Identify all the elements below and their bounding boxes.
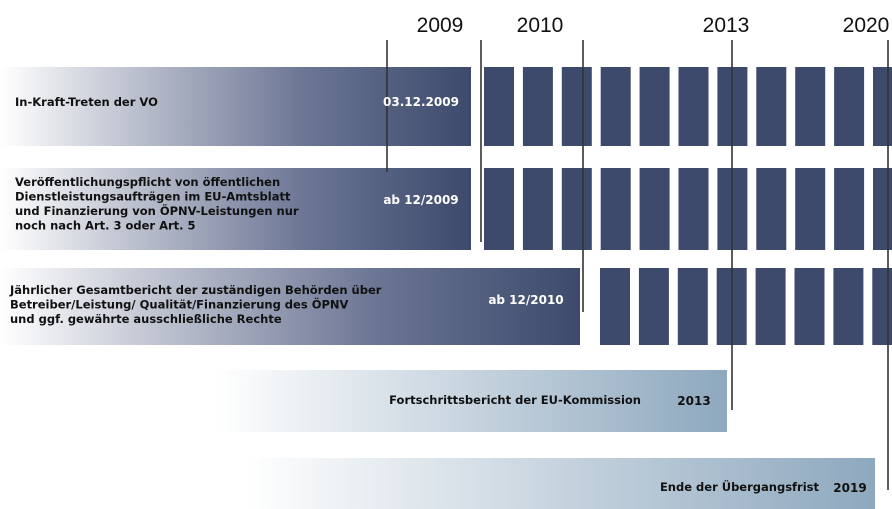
block bbox=[794, 268, 825, 345]
row-bar bbox=[215, 370, 727, 432]
bars bbox=[0, 67, 875, 509]
block bbox=[639, 168, 670, 250]
row-bar bbox=[0, 168, 471, 250]
block bbox=[756, 67, 787, 146]
block bbox=[795, 67, 826, 146]
date: 2013 bbox=[677, 394, 710, 408]
year-lines bbox=[386, 40, 889, 490]
year: 2020 bbox=[843, 14, 890, 37]
block bbox=[872, 268, 892, 345]
block bbox=[873, 67, 892, 146]
year: 2009 bbox=[417, 14, 464, 37]
date: ab 12/2009 bbox=[383, 193, 458, 207]
row-label: Veröffentlichungspflicht von öffentliche… bbox=[15, 175, 280, 189]
block bbox=[484, 168, 514, 250]
block bbox=[522, 168, 553, 250]
date: 2019 bbox=[833, 481, 866, 495]
labels: 03.12.2009 ab 12/2009 ab 12/2010 2013 20… bbox=[9, 95, 867, 495]
block bbox=[755, 268, 786, 345]
block bbox=[522, 67, 553, 146]
date: 03.12.2009 bbox=[383, 95, 459, 109]
row-bar bbox=[0, 67, 471, 146]
block bbox=[600, 168, 631, 250]
block bbox=[600, 67, 631, 146]
row-label: In-Kraft-Treten der VO bbox=[15, 95, 158, 109]
row-label: noch nach Art. 3 oder Art. 5 bbox=[15, 219, 196, 233]
block bbox=[873, 168, 892, 250]
block bbox=[638, 268, 669, 345]
row-label: Dienstleistungsaufträgen im EU-Amtsblatt bbox=[15, 190, 291, 204]
row-label: Betreiber/Leistung/ Qualität/Finanzierun… bbox=[10, 297, 349, 312]
block bbox=[677, 268, 708, 345]
years: 2009 2010 2013 2020 bbox=[417, 14, 890, 37]
block bbox=[833, 268, 864, 345]
block bbox=[678, 67, 709, 146]
row-bar bbox=[245, 458, 875, 509]
block bbox=[484, 67, 514, 146]
row-label: und ggf. gewährte ausschließliche Rechte bbox=[10, 312, 282, 326]
row-label: Jährlicher Gesamtbericht der zuständigen… bbox=[9, 283, 382, 297]
row-label: Ende der Übergangsfrist bbox=[660, 479, 820, 494]
year: 2013 bbox=[703, 14, 750, 37]
block bbox=[834, 67, 865, 146]
block bbox=[561, 168, 592, 250]
block bbox=[678, 168, 709, 250]
row-label: und Finanzierung von ÖPNV-Leistungen nur bbox=[15, 203, 299, 218]
block bbox=[600, 268, 630, 345]
row-bar bbox=[0, 268, 580, 345]
block bbox=[756, 168, 787, 250]
year: 2010 bbox=[517, 14, 564, 37]
block bbox=[795, 168, 826, 250]
block bbox=[561, 67, 592, 146]
block bbox=[834, 168, 865, 250]
block bbox=[639, 67, 670, 146]
date: ab 12/2010 bbox=[488, 293, 563, 307]
blocks bbox=[484, 67, 892, 345]
row-label: Fortschrittsbericht der EU-Kommission bbox=[389, 393, 641, 407]
